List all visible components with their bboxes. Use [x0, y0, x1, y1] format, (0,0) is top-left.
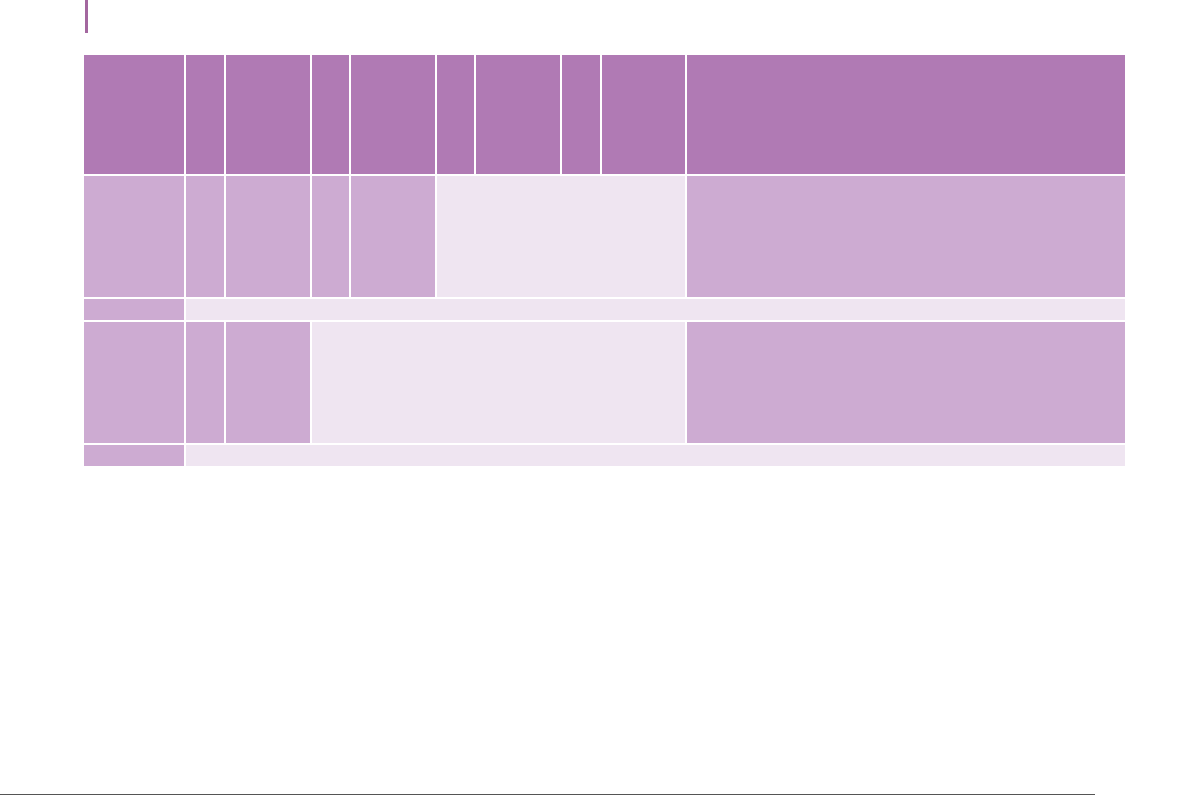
table-row — [84, 299, 1125, 320]
margin-accent-bar — [85, 0, 88, 33]
header-cell — [226, 55, 310, 174]
table-cell — [687, 322, 1125, 443]
table-cell — [226, 322, 310, 443]
header-cell — [84, 55, 184, 174]
header-cell — [562, 55, 600, 174]
table-cell — [312, 322, 685, 443]
header-cell — [476, 55, 560, 174]
header-cell — [437, 55, 474, 174]
table-row — [84, 176, 1125, 297]
table-cell — [687, 176, 1125, 297]
header-cell — [351, 55, 435, 174]
table-cell — [312, 176, 349, 297]
table-cell — [84, 445, 184, 466]
header-cell — [602, 55, 685, 174]
table-cell — [84, 322, 184, 443]
table-cell — [186, 299, 1125, 320]
table-cell — [84, 176, 184, 297]
header-cell — [687, 55, 1125, 174]
table-cell — [84, 299, 184, 320]
header-cell — [312, 55, 349, 174]
table-cell — [186, 176, 224, 297]
table-header-row — [84, 55, 1125, 174]
header-cell — [186, 55, 224, 174]
data-table — [82, 53, 1127, 468]
table-cell — [351, 176, 435, 297]
table-row — [84, 322, 1125, 443]
table-cell — [186, 445, 1125, 466]
table-row — [84, 445, 1125, 466]
table-cell — [226, 176, 310, 297]
table-cell — [437, 176, 685, 297]
table-cell — [186, 322, 224, 443]
